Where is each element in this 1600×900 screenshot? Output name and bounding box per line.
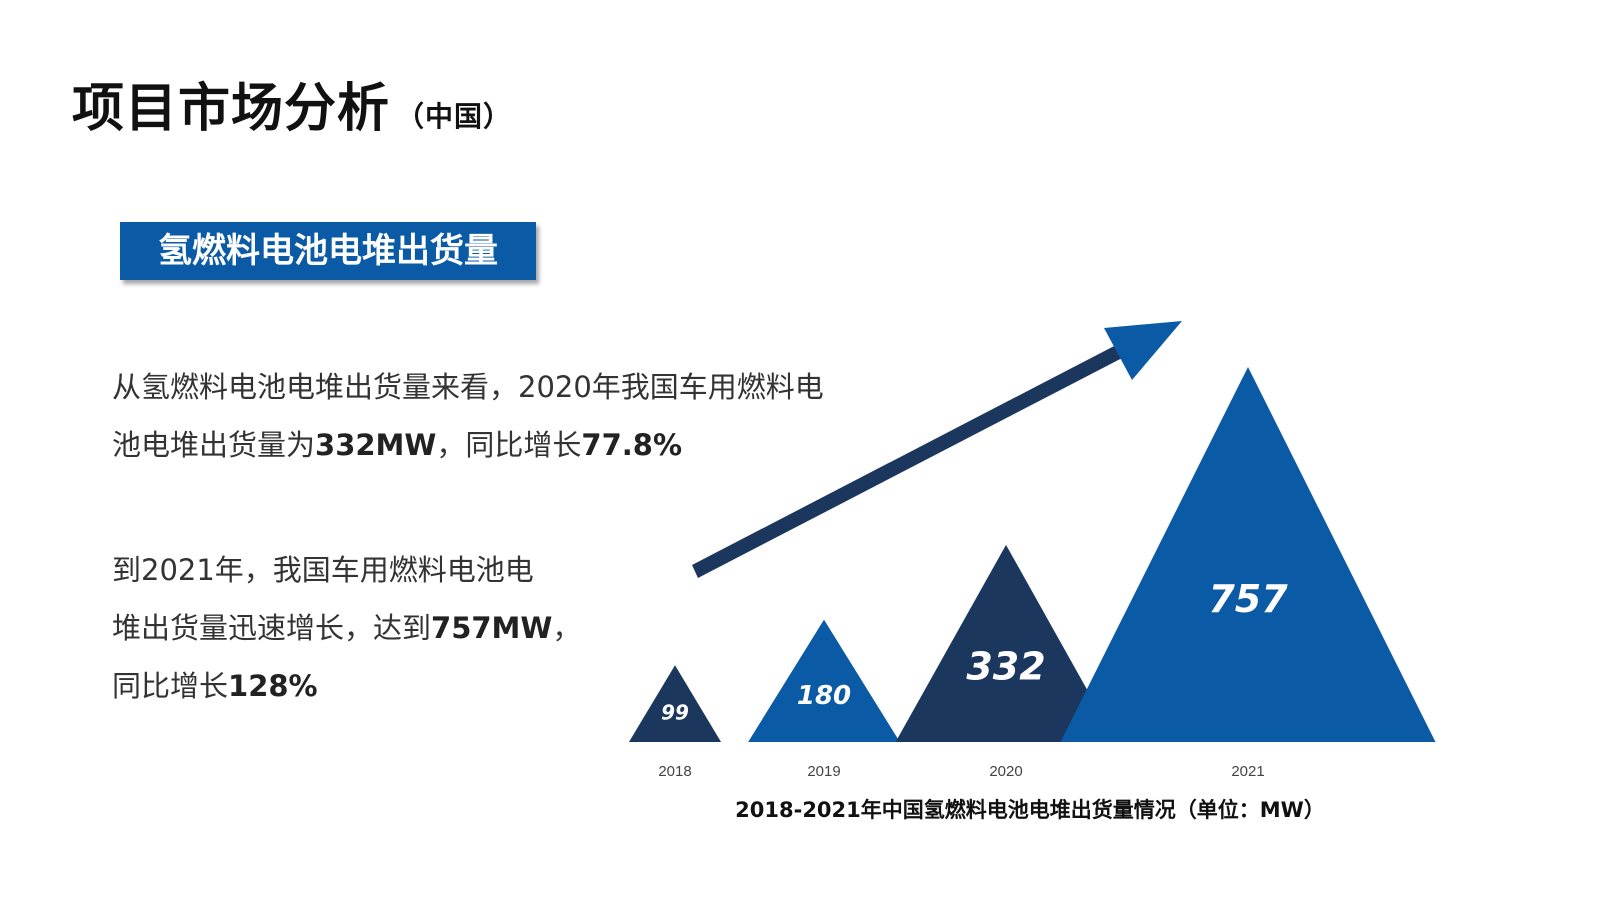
value-332mw: 332MW	[315, 428, 437, 462]
title-suffix: （中国）	[396, 100, 513, 133]
triangle-2021	[1060, 366, 1436, 742]
para2-line1: 到2021年，我国车用燃料电池电	[112, 553, 534, 587]
para1-line1: 从氢燃料电池电堆出货量来看，2020年我国车用燃料电	[112, 370, 824, 404]
trend-arrow-shaft	[692, 343, 1126, 578]
paragraph-2020: 从氢燃料电池电堆出货量来看，2020年我国车用燃料电 池电堆出货量为332MW，…	[112, 358, 824, 474]
data-label-2020: 332	[966, 645, 1045, 689]
text: 堆出货量迅速增长，达到	[112, 611, 432, 645]
text: ，同比增长	[436, 428, 582, 462]
section-badge: 氢燃料电池电堆出货量	[120, 222, 536, 280]
value-757mw: 757MW	[431, 611, 553, 645]
chart-title: 2018-2021年中国氢燃料电池电堆出货量情况（单位：MW）	[735, 798, 1325, 822]
para1-line2: 池电堆出货量为332MW，同比增长77.8%	[112, 416, 824, 474]
data-label-2019: 180	[797, 681, 851, 711]
value-growth-2021: 128%	[228, 669, 318, 703]
x-tick-2018: 2018	[658, 763, 691, 780]
value-growth-2020: 77.8%	[581, 428, 683, 462]
triangle-2018	[628, 665, 722, 742]
title-main: 项目市场分析	[72, 79, 391, 139]
x-tick-2019: 2019	[807, 763, 840, 780]
x-tick-2021: 2021	[1231, 763, 1264, 780]
para2-line3: 同比增长128%	[112, 657, 581, 715]
para2-line2: 堆出货量迅速增长，达到757MW，	[112, 599, 581, 657]
paragraph-2021: 到2021年，我国车用燃料电池电 堆出货量迅速增长，达到757MW， 同比增长1…	[112, 541, 581, 715]
trend-arrow-head	[1104, 321, 1182, 380]
page-title: 项目市场分析 （中国）	[72, 66, 512, 141]
data-label-2021: 757	[1208, 577, 1288, 621]
data-label-2018: 99	[661, 701, 689, 725]
text: 池电堆出货量为	[112, 428, 316, 462]
triangle-2020	[895, 544, 1117, 742]
text: 同比增长	[112, 669, 229, 703]
x-tick-2020: 2020	[989, 763, 1022, 780]
text: ，	[552, 611, 582, 645]
triangle-2019	[748, 619, 900, 742]
